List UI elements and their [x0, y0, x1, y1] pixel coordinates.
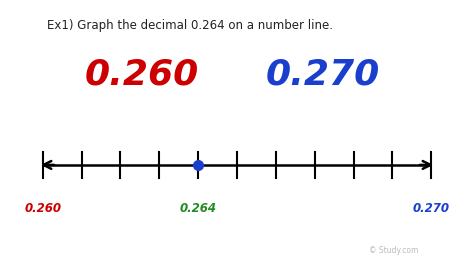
Text: 0.270: 0.270 — [413, 202, 450, 215]
Text: 0.264: 0.264 — [180, 202, 217, 215]
Text: 0.270: 0.270 — [265, 57, 380, 92]
Text: © Study.com: © Study.com — [369, 246, 418, 255]
Text: 0.260: 0.260 — [85, 57, 200, 92]
Text: Ex1) Graph the decimal 0.264 on a number line.: Ex1) Graph the decimal 0.264 on a number… — [47, 19, 333, 32]
Text: 0.260: 0.260 — [24, 202, 61, 215]
